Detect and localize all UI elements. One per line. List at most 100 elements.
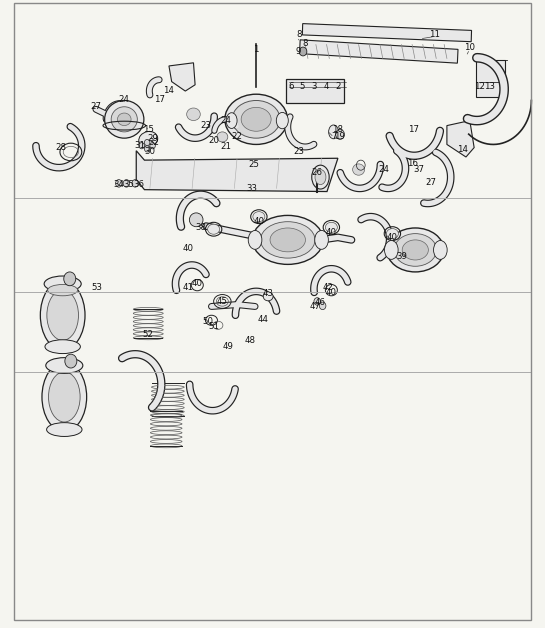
Text: 31: 31 — [134, 141, 145, 149]
Ellipse shape — [261, 222, 315, 258]
Bar — [300, 40, 458, 63]
Text: 23: 23 — [293, 148, 304, 156]
Text: 24: 24 — [119, 95, 130, 104]
Circle shape — [299, 47, 307, 56]
Ellipse shape — [270, 228, 305, 252]
Ellipse shape — [139, 131, 158, 148]
Ellipse shape — [46, 358, 83, 373]
Ellipse shape — [45, 340, 81, 354]
Text: 38: 38 — [195, 223, 206, 232]
Ellipse shape — [253, 212, 265, 222]
Ellipse shape — [232, 100, 280, 138]
Circle shape — [144, 146, 150, 152]
Text: 3: 3 — [312, 82, 317, 91]
Text: 50: 50 — [203, 317, 214, 326]
Circle shape — [319, 302, 326, 310]
Text: 25: 25 — [248, 160, 259, 169]
Ellipse shape — [48, 284, 78, 296]
Text: 40: 40 — [326, 288, 337, 296]
Text: 40: 40 — [387, 233, 398, 242]
Ellipse shape — [64, 272, 76, 286]
Text: 17: 17 — [154, 95, 165, 104]
Text: 47: 47 — [310, 302, 320, 311]
Text: 35: 35 — [123, 180, 134, 188]
Ellipse shape — [46, 423, 82, 436]
Text: 41: 41 — [183, 283, 193, 292]
Polygon shape — [136, 151, 338, 192]
Ellipse shape — [49, 372, 80, 422]
Ellipse shape — [263, 292, 273, 301]
Text: 10: 10 — [464, 43, 475, 51]
Text: 21: 21 — [221, 143, 232, 151]
Ellipse shape — [111, 107, 137, 132]
Text: 29: 29 — [147, 134, 158, 143]
Bar — [476, 60, 506, 97]
Text: 30: 30 — [144, 148, 155, 156]
Text: 4: 4 — [323, 82, 329, 91]
Ellipse shape — [190, 213, 203, 227]
Ellipse shape — [434, 241, 447, 259]
Circle shape — [336, 129, 344, 139]
Text: 11: 11 — [429, 30, 440, 39]
Text: 9: 9 — [296, 47, 301, 56]
Text: 28: 28 — [56, 143, 66, 152]
Circle shape — [116, 180, 122, 187]
Text: 51: 51 — [208, 322, 219, 331]
Text: 42: 42 — [323, 283, 334, 292]
Text: 27: 27 — [425, 178, 436, 187]
Text: 22: 22 — [232, 132, 243, 141]
Text: 40: 40 — [326, 228, 337, 237]
Text: 26: 26 — [312, 168, 323, 176]
Ellipse shape — [65, 354, 77, 368]
Text: 27: 27 — [90, 102, 101, 111]
Ellipse shape — [186, 108, 201, 121]
Ellipse shape — [44, 276, 81, 291]
Text: 13: 13 — [484, 82, 495, 91]
Text: 45: 45 — [217, 297, 228, 306]
Text: 23: 23 — [201, 121, 211, 130]
Ellipse shape — [42, 362, 87, 431]
Text: 36: 36 — [134, 180, 144, 188]
Text: 2: 2 — [335, 82, 341, 91]
Ellipse shape — [217, 132, 228, 142]
Text: 24: 24 — [379, 165, 390, 174]
Polygon shape — [169, 63, 195, 91]
Circle shape — [123, 180, 130, 187]
Text: 53: 53 — [92, 283, 102, 292]
Bar — [287, 79, 343, 103]
Bar — [302, 24, 471, 41]
Ellipse shape — [249, 230, 262, 249]
Text: 12: 12 — [474, 82, 485, 91]
Text: 46: 46 — [315, 298, 326, 306]
Text: 8: 8 — [296, 30, 301, 39]
Text: 43: 43 — [263, 290, 274, 298]
Text: 44: 44 — [257, 315, 268, 323]
Text: 39: 39 — [397, 252, 408, 261]
Ellipse shape — [252, 215, 323, 264]
Ellipse shape — [387, 228, 444, 272]
Ellipse shape — [40, 281, 85, 350]
Circle shape — [314, 298, 320, 305]
Ellipse shape — [241, 107, 271, 131]
Text: 20: 20 — [208, 136, 219, 145]
Ellipse shape — [394, 234, 437, 266]
Text: 49: 49 — [222, 342, 233, 351]
Text: 16: 16 — [407, 159, 418, 168]
Text: 8: 8 — [302, 40, 308, 48]
Ellipse shape — [226, 113, 237, 128]
Text: 5: 5 — [300, 82, 305, 91]
Text: 33: 33 — [246, 184, 257, 193]
Text: 52: 52 — [143, 330, 154, 338]
Circle shape — [132, 180, 138, 187]
Ellipse shape — [402, 240, 428, 260]
Polygon shape — [447, 121, 474, 157]
Ellipse shape — [329, 125, 338, 139]
Ellipse shape — [386, 229, 398, 239]
Text: 48: 48 — [244, 336, 255, 345]
Ellipse shape — [225, 94, 288, 144]
Ellipse shape — [276, 112, 288, 129]
Ellipse shape — [105, 100, 144, 138]
Ellipse shape — [353, 164, 365, 175]
Text: 18: 18 — [332, 125, 343, 134]
Circle shape — [150, 143, 155, 149]
